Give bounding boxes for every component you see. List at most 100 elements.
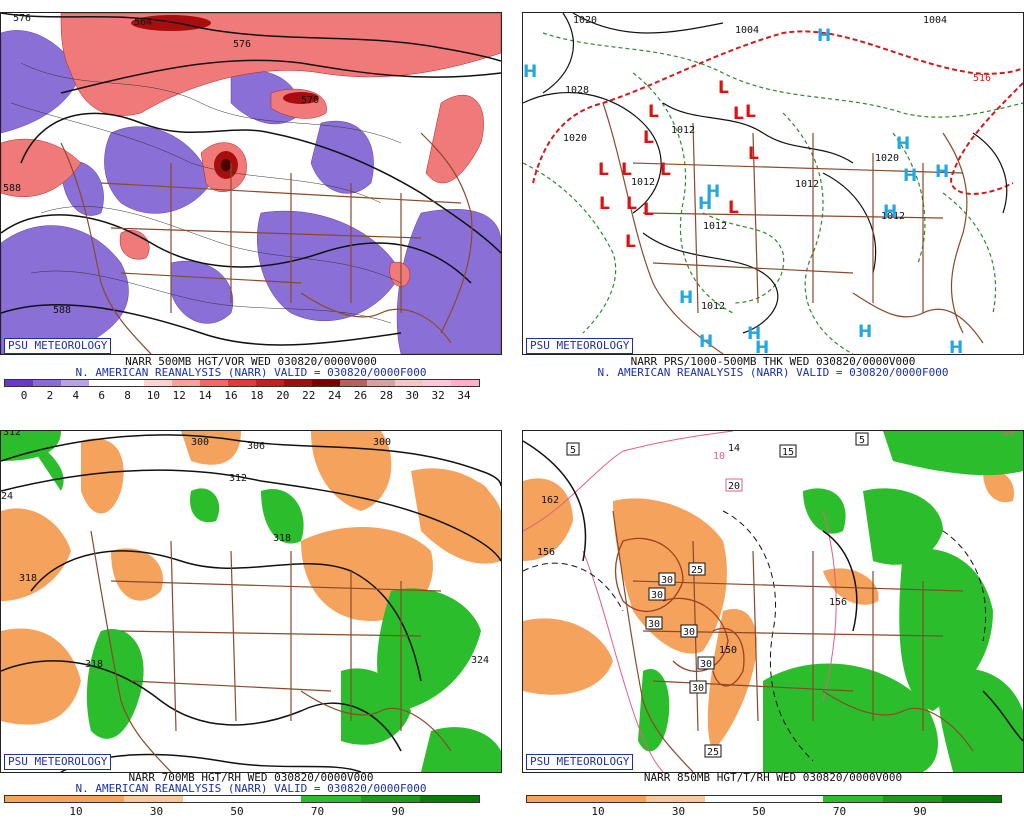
colorbar-swatch xyxy=(527,796,587,802)
colorbar-tick-label: 26 xyxy=(353,389,368,402)
colorbar-swatch xyxy=(242,796,302,802)
low-marker: L xyxy=(599,194,610,214)
low-marker: L xyxy=(718,78,729,98)
colorbar-tick-label: 10 xyxy=(69,805,83,818)
contour-label: 156 xyxy=(537,547,555,558)
contour-label: 25 xyxy=(707,747,719,758)
colorbar-swatch xyxy=(5,380,33,386)
panel-pressure-thickness: 1020 1004 1004 1028 1020 1012 1012 1012 … xyxy=(522,12,1024,404)
colorbar-tick-label: 32 xyxy=(431,389,445,402)
high-marker: H xyxy=(755,338,769,354)
contour-label: 300 xyxy=(373,437,391,448)
colorbar-tick-label: 50 xyxy=(230,805,244,818)
colorbar-swatch xyxy=(172,380,201,386)
low-marker: L xyxy=(660,160,671,180)
contour-label: 150 xyxy=(719,645,737,656)
high-marker: H xyxy=(817,26,831,46)
colorbar-tick-label: 18 xyxy=(250,389,264,402)
colorbar-tick-label: 28 xyxy=(379,389,393,402)
high-marker: H xyxy=(883,202,897,222)
map-caption: NARR 700MB HGT/RH WED 030820/0000V000 xyxy=(128,771,374,784)
low-marker: L xyxy=(748,144,759,164)
isobar-label: 1020 xyxy=(573,15,597,26)
colorbar-swatch xyxy=(182,796,242,802)
contour-label: 14 xyxy=(728,443,740,454)
low-marker: L xyxy=(733,104,744,124)
colorbar-swatch xyxy=(88,380,117,386)
contour-label: 576 xyxy=(301,95,319,106)
map-caption: NARR 850MB HGT/T/RH WED 030820/0000V000 xyxy=(643,771,903,784)
thickness-label: 516 xyxy=(973,73,991,84)
map-850mb: 5 14 15 5 10 10 20 162 156 25 30 30 xyxy=(522,430,1024,773)
colorbar-swatch xyxy=(823,796,883,802)
contour-label: 156 xyxy=(829,597,847,608)
colorbar-swatch xyxy=(5,796,65,802)
colorbar-swatch xyxy=(367,380,396,386)
label-box: 5 xyxy=(566,442,580,456)
contour-label: 588 xyxy=(53,305,71,316)
colorbar-tick-label: 10 xyxy=(146,389,161,402)
colorbar-swatch xyxy=(586,796,646,802)
high-marker: H xyxy=(935,162,949,182)
high-marker: H xyxy=(699,332,713,352)
colorbar-tick-label: 24 xyxy=(327,389,342,402)
colorbar-tick-label: 34 xyxy=(457,389,471,402)
low-pressure-markers: L L L L L L L L L L L L L L xyxy=(598,78,759,252)
map-subcaption: N. AMERICAN REANALYSIS (NARR) VALID = 03… xyxy=(75,782,427,795)
panel-850mb-temp-rh: 5 14 15 5 10 10 20 162 156 25 30 30 xyxy=(522,430,1024,819)
colorbar-tick-label: 6 xyxy=(98,389,105,402)
contour-label: 24 xyxy=(1,491,13,502)
contour-label: 300 xyxy=(191,437,209,448)
colorbar-tick-label: 14 xyxy=(198,389,212,402)
map-caption: NARR PRS/1000-500MB THK WED 030820/0000V… xyxy=(630,355,916,368)
high-marker: H xyxy=(903,166,917,186)
colorbar-swatch xyxy=(64,796,124,802)
isobar-label: 1012 xyxy=(795,179,819,190)
colorbar-swatch xyxy=(395,380,424,386)
colorbar-tick-label: 4 xyxy=(72,389,80,402)
isobar-label: 1028 xyxy=(565,85,589,96)
contour-label: 324 xyxy=(471,655,489,666)
colorbar-tick-label: 12 xyxy=(172,389,186,402)
map-500mb: 576 564 576 588 588 576 xyxy=(0,12,502,355)
low-marker: L xyxy=(728,198,739,218)
low-marker: L xyxy=(621,160,632,180)
high-marker: H xyxy=(858,322,872,342)
isobar-label: 1020 xyxy=(563,133,587,144)
contour-label: 15 xyxy=(782,447,794,458)
contour-label: 30 xyxy=(648,619,660,630)
colorbar-tick-label: 2 xyxy=(46,389,54,402)
colorbar-swatch xyxy=(311,380,340,386)
colorbar xyxy=(526,795,1002,803)
colorbar-tick-label: 16 xyxy=(224,389,238,402)
contour-label: 30 xyxy=(651,590,663,601)
contour-label: 30 xyxy=(683,627,695,638)
contour-label: 162 xyxy=(541,495,559,506)
isobar-label: 1012 xyxy=(671,125,695,136)
contour-label: 5 xyxy=(570,445,576,456)
colorbar-tick-label: 22 xyxy=(302,389,316,402)
contour-label: 30 xyxy=(700,659,712,670)
colorbar-swatch xyxy=(764,796,824,802)
contour-label: 588 xyxy=(3,183,21,194)
colorbar-swatch xyxy=(60,380,89,386)
colorbar-swatch xyxy=(704,796,764,802)
colorbar-swatch xyxy=(116,380,145,386)
contour-label: 20 xyxy=(728,481,740,492)
colorbar-tick-label: 20 xyxy=(276,389,290,402)
contour-label: 312 xyxy=(229,473,247,484)
contour-label: 318 xyxy=(85,659,103,670)
contour-label: 564 xyxy=(134,17,152,28)
contour-label: 318 xyxy=(19,573,37,584)
colorbar-ticks: 0 2 4 6 8 10 12 14 16 18 20 22 24 26 28 30 32 34 xyxy=(20,389,471,402)
colorbar-swatch xyxy=(200,380,228,386)
colorbar-swatch xyxy=(255,380,284,386)
colorbar-ticks: 10 30 50 70 90 xyxy=(69,805,404,818)
low-marker: L xyxy=(745,102,756,122)
colorbar-tick-label: 0 xyxy=(20,389,28,402)
psu-meteorology-badge: PSU METEOROLOGY xyxy=(526,338,634,354)
low-marker: L xyxy=(643,200,654,220)
panel-500mb-vorticity: 576 564 576 588 588 576 PSU METEOROLOGY … xyxy=(0,12,502,404)
colorbar-swatch xyxy=(301,796,361,802)
high-marker: H xyxy=(896,134,910,154)
